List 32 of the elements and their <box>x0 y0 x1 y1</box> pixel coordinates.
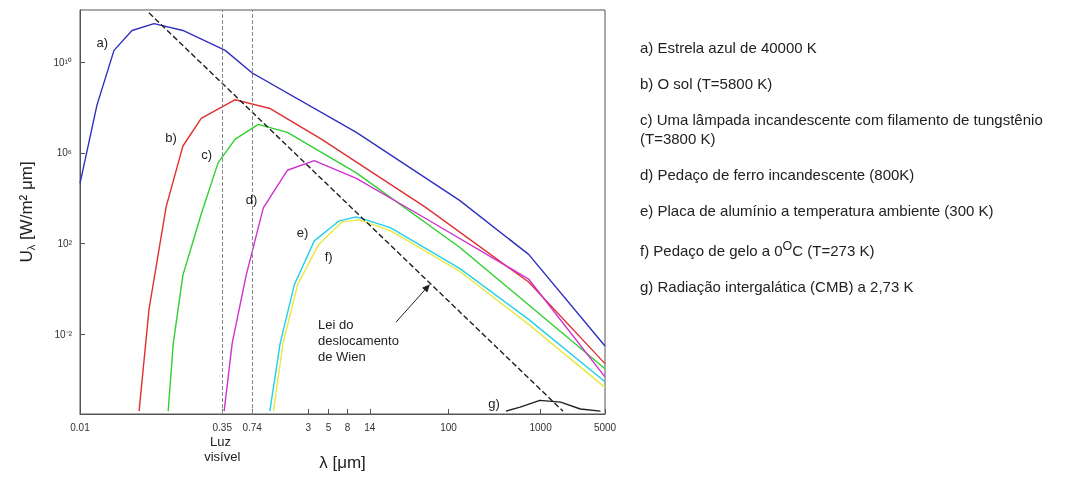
x-tick-label: 100 <box>440 421 458 433</box>
x-tick-label: 3 <box>305 421 312 433</box>
x-tick-label: 0.74 <box>242 421 263 433</box>
x-tick-label: 5000 <box>593 421 617 433</box>
text: c) Uma lâmpada incandescente com filamento de tungstênio (T=3800 K) <box>640 110 1044 148</box>
series-label: d) <box>245 192 258 208</box>
x-axis-title: λ [μm] <box>319 453 366 472</box>
x-tick-label: 5 <box>325 421 332 433</box>
series-label: b) <box>165 130 177 146</box>
series-label: c) <box>201 147 213 163</box>
text: g) Radiação intergalática (CMB) a 2,73 K <box>640 277 915 296</box>
annotation: Lei do deslocamento de Wien <box>318 316 399 364</box>
x-tick-label: 0.01 <box>70 421 91 433</box>
y-tick-label: 10⁶ <box>56 147 72 159</box>
y-tick-label: 10² <box>57 237 73 249</box>
x-tick-label: 1000 <box>529 421 553 433</box>
text: e) Placa de alumínio a temperatura ambiente (300 K) <box>640 201 995 220</box>
x-tick-label: 0.35 <box>212 421 233 433</box>
text: d) Pedaço de ferro incandescente (800K) <box>640 165 916 184</box>
x-tick-label: 8 <box>344 421 351 433</box>
series-label: e) <box>296 225 309 241</box>
text: f) Pedaço de gelo a 0$^{O}$C (T=273 K) <box>640 238 876 260</box>
series-label: g) <box>488 395 500 411</box>
y-axis-title: Uλ [W/m² μm] <box>17 161 37 263</box>
text: b) O sol (T=5800 K) <box>640 74 774 93</box>
x-tick-label: 14 <box>364 421 376 433</box>
y-tick-label: 10¹⁰ <box>53 56 72 68</box>
y-tick-label: 10⁻² <box>54 328 73 340</box>
series-label: a) <box>96 34 109 50</box>
ref-line-label: Luz visível <box>204 434 241 464</box>
series-label: f) <box>324 248 333 264</box>
text: a) Estrela azul de 40000 K <box>640 38 818 57</box>
